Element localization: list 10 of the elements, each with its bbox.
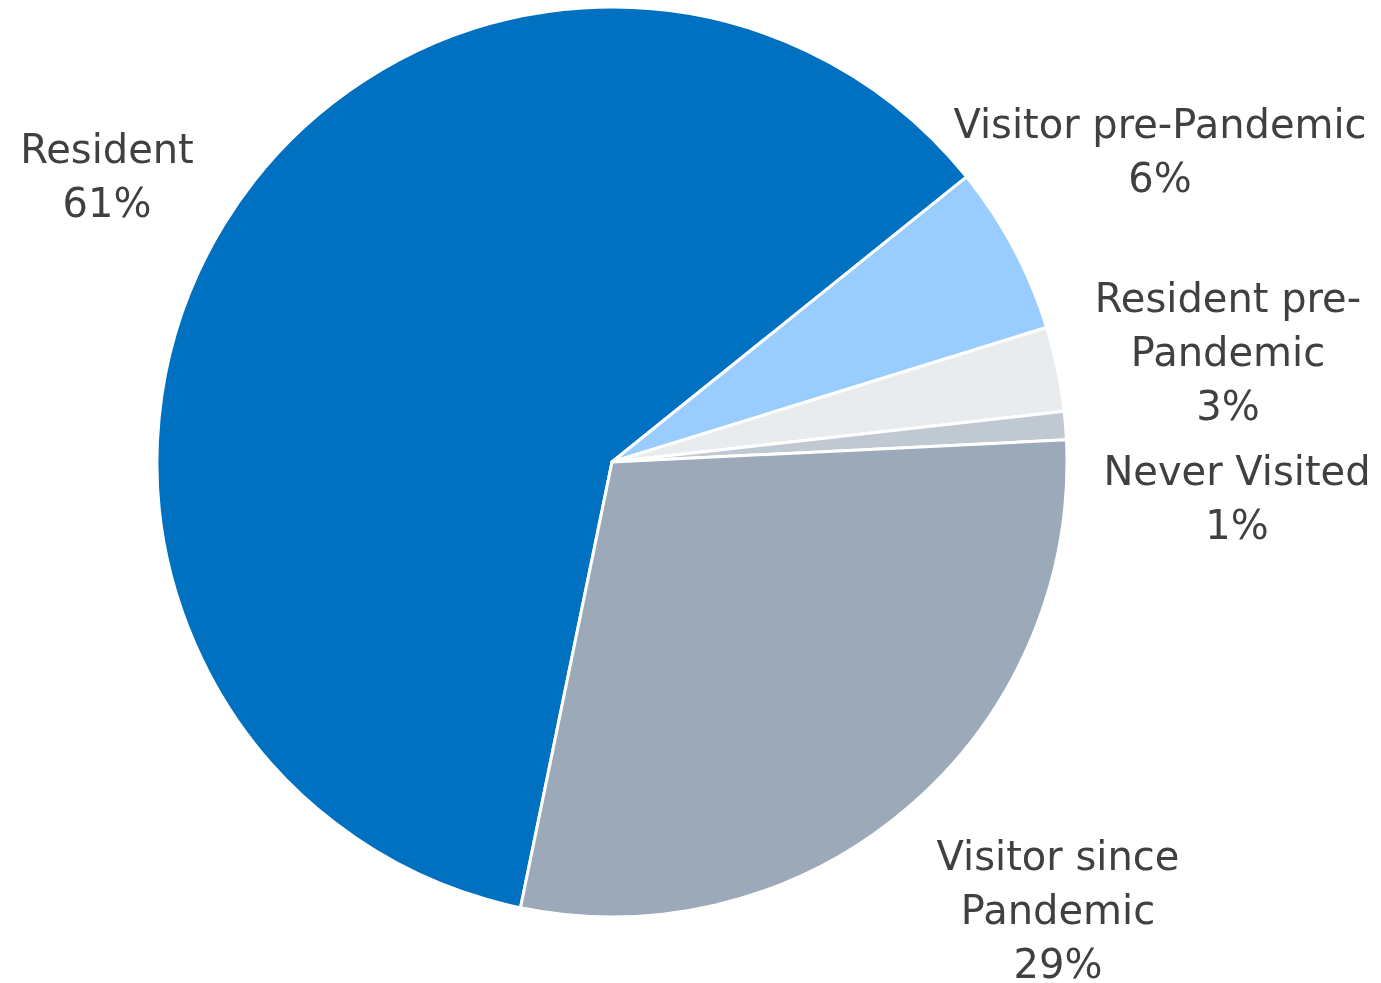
slice-label: Visitor pre-Pandemic <box>953 101 1367 147</box>
slice-label: Resident <box>20 126 194 172</box>
data-label: 6% <box>1128 155 1192 201</box>
data-label: 1% <box>1205 502 1269 548</box>
slice-label: Visitor since Pandemic <box>936 833 1180 933</box>
slice-label: Never Visited <box>1103 448 1371 494</box>
data-label: 3% <box>1196 383 1260 429</box>
slice-label: Resident pre-Pandemic <box>1094 275 1362 375</box>
data-label: 29% <box>1013 941 1103 983</box>
data-label: 61% <box>62 180 152 226</box>
